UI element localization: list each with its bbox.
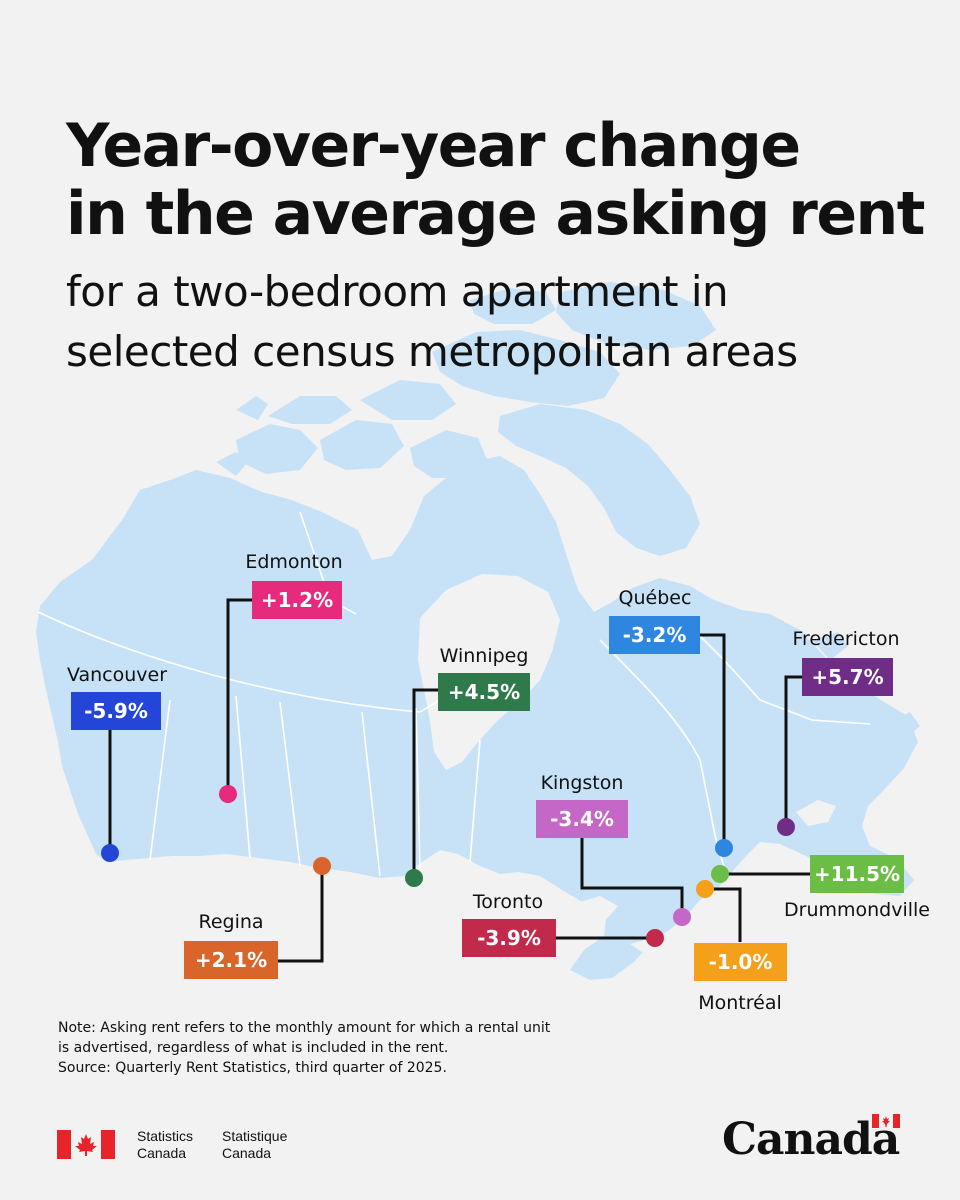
title-line-2: in the average asking rent: [66, 179, 925, 249]
label-kingston: Kingston: [540, 772, 624, 794]
dot-drummondville: [711, 865, 729, 883]
badge-drummondville: +11.5%: [810, 855, 904, 893]
label-edmonton: Edmonton: [245, 551, 343, 573]
org-name-en: Statistics Canada: [137, 1128, 194, 1161]
leader-quebec: [700, 633, 726, 848]
page-title: Year-over-year change in the average ask…: [66, 111, 925, 249]
hudson-bay: [418, 574, 560, 770]
dot-fredericton: [777, 818, 795, 836]
note-line-2: is advertised, regardless of what is inc…: [58, 1040, 449, 1056]
label-drummondville: Drummondville: [784, 899, 930, 921]
org-name-fr: Statistique Canada: [222, 1128, 288, 1161]
dot-winnipeg: [405, 869, 423, 887]
subtitle-line-2: selected census metropolitan areas: [66, 327, 798, 376]
leader-edmonton: [226, 598, 252, 794]
badge-regina: +2.1%: [184, 941, 278, 979]
badge-toronto: -3.9%: [462, 919, 556, 957]
provincial-boundaries: [37, 511, 871, 881]
leader-lines: [108, 598, 810, 963]
page-subtitle: for a two-bedroom apartment in selected …: [66, 262, 798, 382]
dot-regina: [313, 857, 331, 875]
label-vancouver: Vancouver: [66, 664, 168, 686]
canada-flag-icon: [57, 1130, 115, 1159]
label-quebec: Québec: [618, 587, 692, 609]
label-fredericton: Fredericton: [792, 628, 900, 650]
subtitle-line-1: for a two-bedroom apartment in: [66, 267, 729, 316]
note-line-3: Source: Quarterly Rent Statistics, third…: [58, 1060, 447, 1076]
canada-wordmark: Canada: [722, 1114, 900, 1165]
badge-quebec: -3.2%: [609, 616, 700, 654]
lake: [574, 896, 618, 922]
leader-montreal: [706, 887, 742, 942]
leader-winnipeg: [412, 688, 438, 878]
badge-montreal: -1.0%: [694, 943, 787, 981]
city-dots: [101, 785, 795, 947]
label-regina: Regina: [198, 911, 264, 933]
dot-edmonton: [219, 785, 237, 803]
dot-toronto: [646, 929, 664, 947]
dot-quebec: [715, 839, 733, 857]
dot-montreal: [696, 880, 714, 898]
leader-fredericton: [784, 675, 802, 827]
leader-regina: [278, 866, 324, 963]
dot-kingston: [673, 908, 691, 926]
badge-kingston: -3.4%: [536, 800, 628, 838]
wordmark-flag-icon: [872, 1114, 900, 1128]
gulf: [796, 800, 836, 826]
footer: Statistics Canada Statistique Canada Can…: [0, 1110, 960, 1180]
badge-vancouver: -5.9%: [71, 692, 161, 730]
label-toronto: Toronto: [472, 891, 544, 913]
label-montreal: Montréal: [698, 992, 782, 1014]
leader-kingston: [580, 838, 684, 917]
label-winnipeg: Winnipeg: [439, 645, 529, 667]
badge-fredericton: +5.7%: [802, 658, 893, 696]
note-line-1: Note: Asking rent refers to the monthly …: [58, 1020, 551, 1036]
badge-winnipeg: +4.5%: [438, 673, 530, 711]
footnote: Note: Asking rent refers to the monthly …: [58, 1018, 550, 1078]
dot-vancouver: [101, 844, 119, 862]
title-line-1: Year-over-year change: [66, 111, 801, 181]
badge-edmonton: +1.2%: [252, 581, 342, 619]
